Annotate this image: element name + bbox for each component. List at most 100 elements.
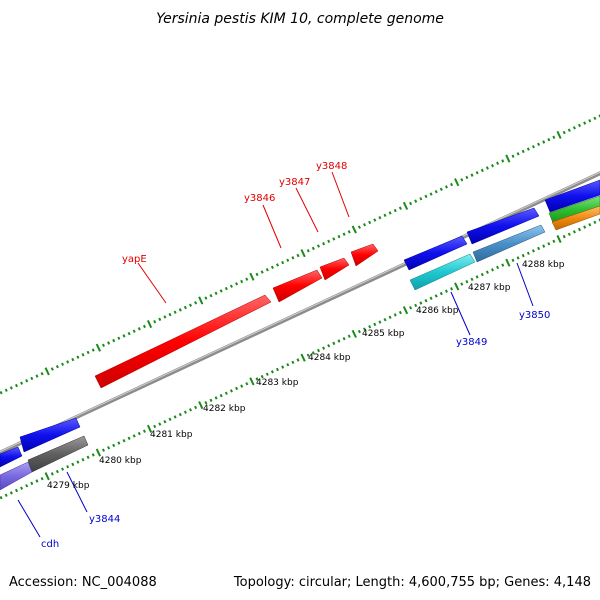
outer-ring-minor-tick <box>50 367 54 371</box>
inner-ring-minor-tick <box>470 277 474 282</box>
inner-ring-minor-tick <box>142 429 146 433</box>
inner-ring-minor-tick <box>55 469 59 474</box>
outer-ring-minor-tick <box>188 303 193 307</box>
inner-ring-minor-tick <box>450 287 454 291</box>
inner-ring-minor-tick <box>240 384 244 388</box>
outer-ring-minor-tick <box>480 168 484 173</box>
outer-ring-minor-tick <box>255 272 259 277</box>
outer-ring-minor-tick <box>245 277 249 281</box>
gene-blue-forward-left-1[interactable] <box>19 417 81 453</box>
gene-y3849[interactable] <box>409 253 476 291</box>
gene-y3847[interactable] <box>319 257 350 281</box>
outer-ring-minor-tick <box>393 208 397 213</box>
gene-y3846[interactable] <box>272 269 323 303</box>
outer-ring-minor-tick <box>475 171 479 175</box>
outer-ring-minor-tick <box>55 364 59 369</box>
inner-ring-minor-tick <box>429 296 433 301</box>
outer-ring-major-tick <box>505 154 511 163</box>
outer-tick-ring <box>0 114 600 395</box>
inner-ring-minor-tick <box>14 488 19 493</box>
outer-ring-minor-tick <box>398 206 402 210</box>
gene-cdh[interactable] <box>0 461 33 491</box>
outer-ring-minor-tick <box>368 220 372 225</box>
outer-ring-minor-tick <box>419 197 423 201</box>
leader-y3846 <box>262 204 282 249</box>
outer-ring-major-tick <box>351 225 357 234</box>
gene-y3850[interactable] <box>472 224 546 263</box>
inner-ring-minor-tick <box>327 344 331 348</box>
outer-ring-minor-tick <box>137 327 141 331</box>
inner-ring-minor-tick <box>460 282 464 286</box>
outer-ring-minor-tick <box>235 282 239 286</box>
outer-ring-minor-tick <box>388 211 392 215</box>
outer-ring-minor-tick <box>20 381 24 385</box>
gene-blue-forward-1[interactable] <box>403 235 468 271</box>
inner-ring-minor-tick <box>112 443 116 448</box>
genome-summary-text: Topology: circular; Length: 4,600,755 bp… <box>233 575 591 590</box>
gene-label-yapE[interactable]: yapE <box>122 254 147 265</box>
outer-ring-minor-tick <box>265 267 269 272</box>
outer-ring-minor-tick <box>25 379 29 383</box>
gene-label-y3846[interactable]: y3846 <box>244 193 275 204</box>
inner-ring-minor-tick <box>332 341 336 346</box>
gene-label-y3844[interactable]: y3844 <box>89 514 120 525</box>
inner-ring-minor-tick <box>567 232 571 236</box>
gene-label-y3850[interactable]: y3850 <box>519 310 550 321</box>
outer-ring-minor-tick <box>373 218 377 222</box>
inner-ring-minor-tick <box>275 367 280 372</box>
inner-ring-minor-tick <box>0 495 3 500</box>
gene-green[interactable] <box>548 195 600 224</box>
gene-label-y3849[interactable]: y3849 <box>456 337 487 348</box>
gene-leader-lines <box>17 171 534 538</box>
inner-ring-minor-tick <box>270 370 274 374</box>
gene-yapE[interactable] <box>94 294 272 389</box>
inner-ring-minor-tick <box>363 327 367 331</box>
inner-ring-minor-tick <box>322 346 326 350</box>
gene-orange[interactable] <box>551 205 600 231</box>
inner-ring-minor-tick <box>357 329 361 334</box>
inner-ring-minor-tick <box>178 412 182 417</box>
inner-ring-minor-tick <box>496 265 500 270</box>
inner-ring-major-tick <box>95 448 102 457</box>
genome-backbone <box>0 171 600 455</box>
reverse-strand-features <box>0 195 600 491</box>
inner-ring-minor-tick <box>572 230 576 234</box>
outer-ring-minor-tick <box>286 258 290 262</box>
gene-blue-forward-left-2[interactable] <box>0 446 23 468</box>
inner-ring-minor-tick <box>296 358 300 362</box>
inner-ring-minor-tick <box>61 467 65 471</box>
inner-ring-minor-tick <box>137 431 141 436</box>
inner-ring-minor-tick <box>393 313 397 317</box>
inner-ring-minor-tick <box>311 351 315 355</box>
gene-blue-forward-2[interactable] <box>466 207 540 245</box>
gene-y3848[interactable] <box>350 243 379 267</box>
outer-ring-minor-tick <box>322 241 326 246</box>
outer-ring-minor-tick <box>526 147 530 151</box>
outer-ring-minor-tick <box>327 239 331 244</box>
outer-ring-minor-tick <box>439 187 443 192</box>
inner-ring-major-tick <box>556 234 562 244</box>
gene-blue-forward-3[interactable] <box>544 179 600 213</box>
outer-ring-minor-tick <box>306 249 310 253</box>
gene-label-y3847[interactable]: y3847 <box>279 177 310 188</box>
inner-ring-minor-tick <box>480 272 484 277</box>
gene-label-cdh[interactable]: cdh <box>41 539 59 550</box>
inner-ring-minor-tick <box>577 227 582 232</box>
inner-ring-major-tick <box>249 377 255 386</box>
inner-ring-minor-tick <box>521 253 525 258</box>
outer-ring-minor-tick <box>496 161 500 166</box>
outer-ring-minor-tick <box>567 128 571 132</box>
tick-label-4287: 4287 kbp <box>468 283 511 293</box>
inner-ring-minor-tick <box>593 220 597 225</box>
inner-ring-major-tick <box>44 472 50 481</box>
outer-ring-minor-tick <box>183 305 187 310</box>
inner-ring-minor-tick <box>117 441 121 445</box>
outer-ring-minor-tick <box>337 234 341 239</box>
tick-label-4288: 4288 kbp <box>522 260 565 270</box>
outer-ring-minor-tick <box>521 149 525 154</box>
outer-ring-minor-tick <box>511 154 515 158</box>
inner-ring-minor-tick <box>531 249 535 253</box>
inner-ring-minor-tick <box>204 400 208 405</box>
inner-ring-minor-tick <box>537 246 541 251</box>
gene-label-y3848[interactable]: y3848 <box>316 161 347 172</box>
